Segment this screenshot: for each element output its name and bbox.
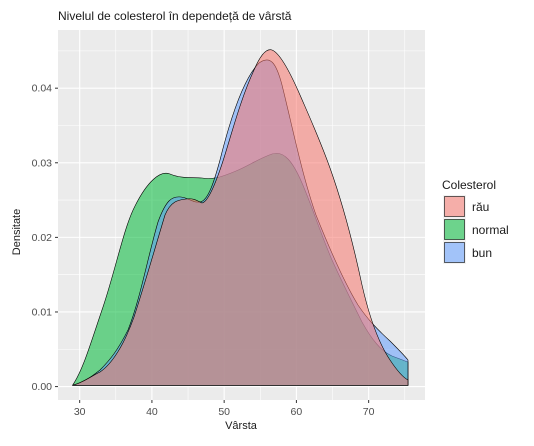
y-tick-label: 0.02 [32, 232, 53, 244]
legend-key-normal [444, 219, 465, 240]
chart-title: Nivelul de colesterol în dependeță de vâ… [58, 9, 292, 23]
y-tick-label: 0.01 [32, 306, 53, 318]
x-tick-label: 50 [218, 406, 230, 418]
legend-items: rău normal bun [443, 195, 509, 264]
legend: Colesterol rău normal bun [442, 178, 509, 264]
y-tick-label: 0.03 [32, 157, 53, 169]
y-axis: 0.00 0.01 0.02 0.03 0.04 [32, 83, 58, 393]
y-axis-title: Densitate [11, 209, 23, 255]
plot-panel [58, 30, 425, 400]
x-axis-title: Vârsta [225, 420, 258, 432]
legend-label-bun: bun [472, 246, 492, 260]
x-tick-label: 60 [291, 406, 303, 418]
density-area-rau [72, 49, 409, 386]
x-tick-label: 40 [146, 406, 158, 418]
legend-label-rău: rău [472, 200, 489, 214]
legend-key-bun [444, 242, 465, 263]
legend-label-normal: normal [472, 223, 509, 237]
x-tick-label: 30 [74, 406, 86, 418]
y-tick-label: 0.00 [32, 381, 53, 393]
x-axis: 30 40 50 60 70 [74, 400, 375, 418]
legend-key-rău [444, 196, 465, 217]
y-tick-label: 0.04 [32, 83, 53, 95]
x-tick-label: 70 [363, 406, 375, 418]
legend-title: Colesterol [442, 178, 496, 192]
